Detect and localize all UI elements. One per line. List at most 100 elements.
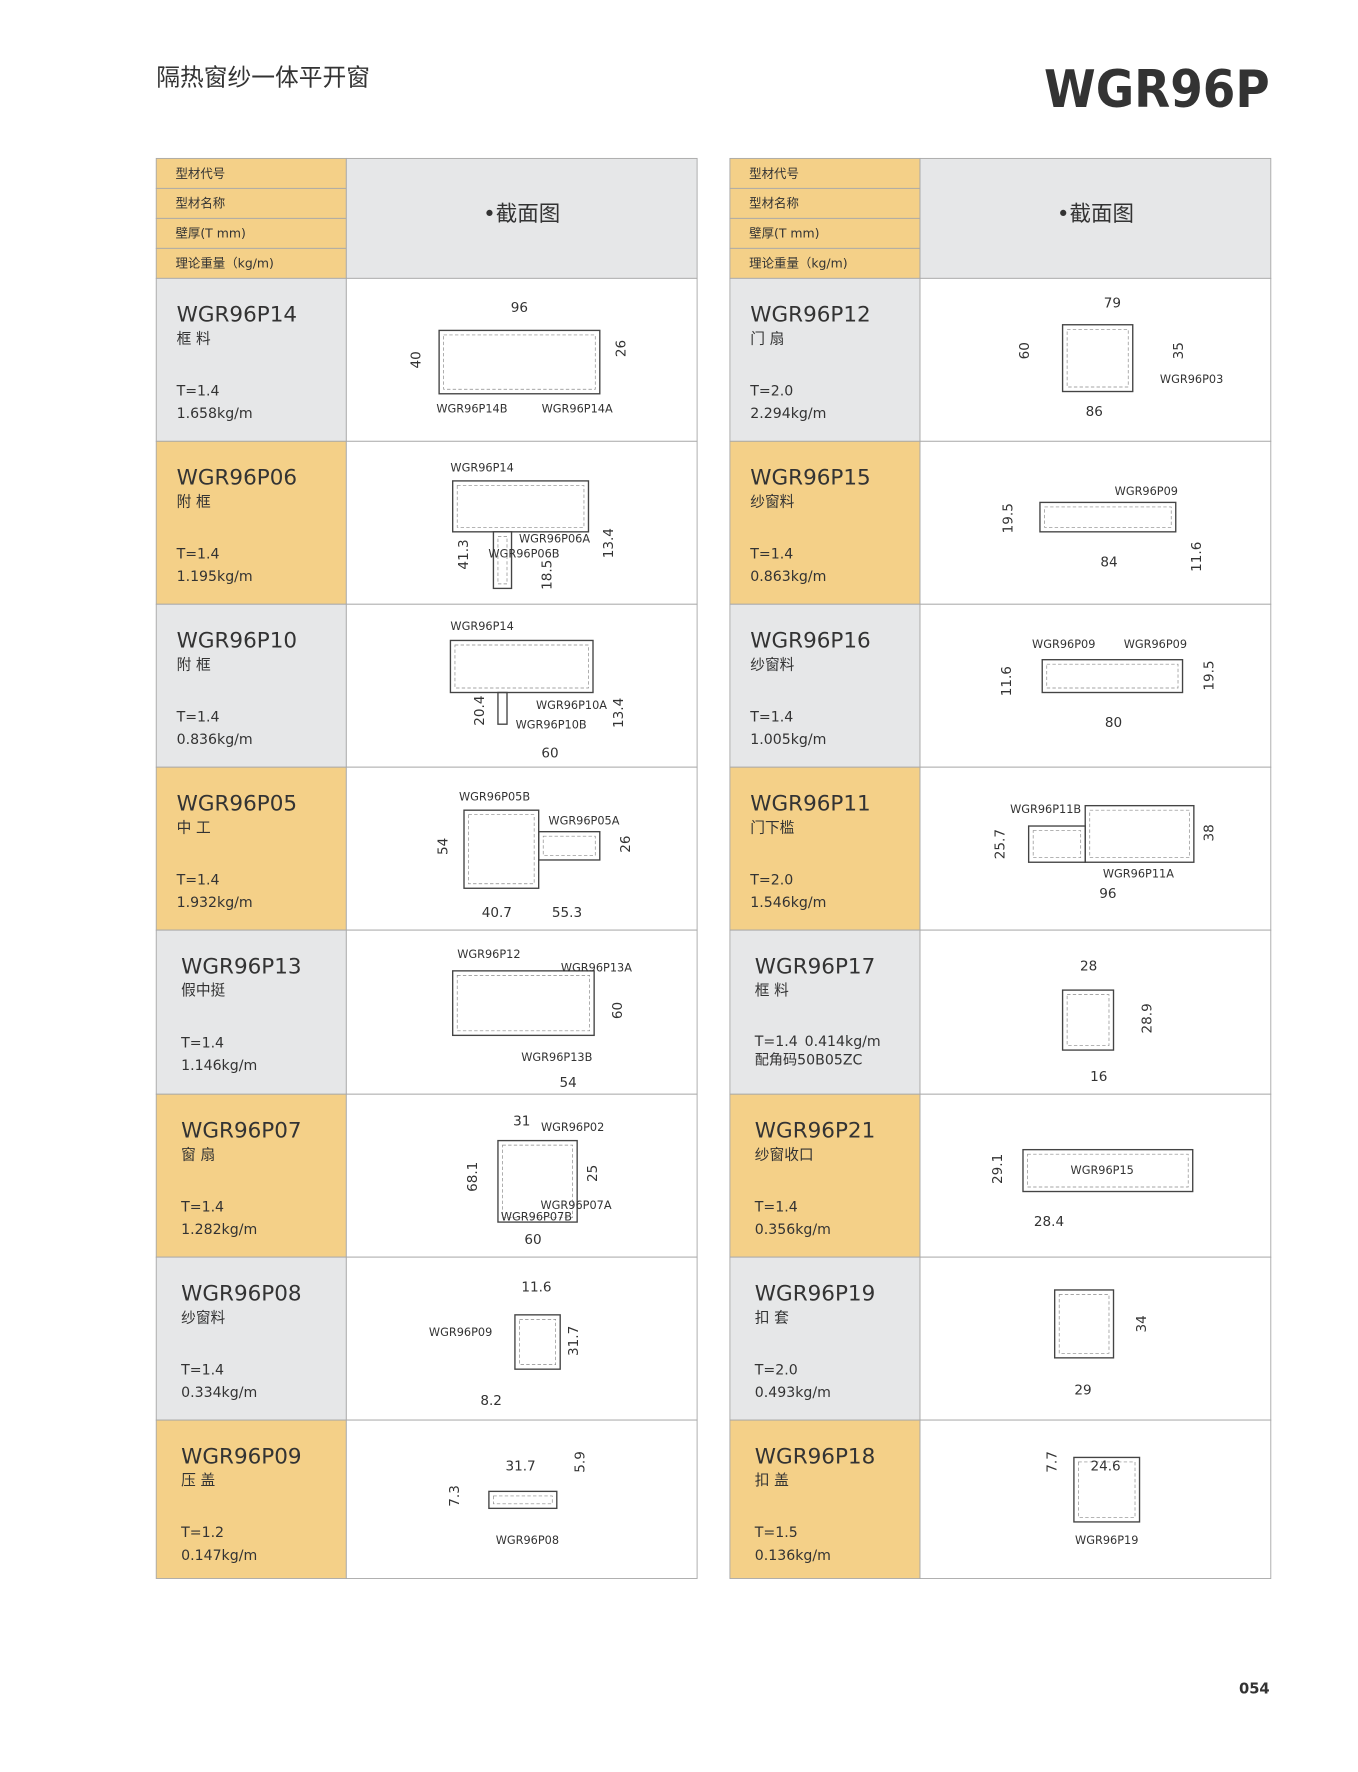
part-code: WGR96P09: [429, 1326, 492, 1339]
dimension: 38: [1202, 824, 1218, 841]
weight: 0.414kg/m: [805, 1034, 881, 1050]
thickness: T=1.4: [180, 1035, 224, 1051]
profile-name: 框 料: [177, 330, 211, 347]
dimension: 29: [1074, 1383, 1091, 1399]
profile-inner: [1046, 663, 1179, 689]
header-label: 型材名称: [175, 196, 225, 211]
thickness: T=1.2: [180, 1525, 224, 1541]
profile-code: WGR96P16: [750, 629, 870, 654]
dimension: 55.3: [552, 905, 582, 921]
dimension: 11.6: [1189, 542, 1205, 572]
dimension: 28: [1080, 958, 1097, 974]
dimension: 11.6: [999, 666, 1015, 696]
weight: 1.546kg/m: [750, 895, 826, 911]
profile-section: [1061, 989, 1115, 1051]
dimension: 16: [1090, 1069, 1107, 1085]
dimension: 24.6: [1090, 1458, 1120, 1474]
info-cell: [729, 440, 921, 605]
profile-name: 框 料: [755, 982, 789, 999]
dimension: 31.7: [566, 1326, 582, 1356]
weight: 1.282kg/m: [181, 1222, 257, 1238]
info-cell: [729, 603, 921, 768]
profile-section: [1039, 501, 1177, 533]
profile-section: [452, 970, 595, 1037]
profile-name: 假中挺: [181, 982, 225, 999]
profile-section: [449, 639, 594, 694]
header-label: 型材代号: [749, 166, 799, 181]
profile-section: [488, 1490, 558, 1510]
drawing-cell: [345, 440, 698, 605]
part-code: WGR96P09: [1032, 638, 1095, 651]
profile-inner: [1066, 328, 1129, 388]
weight: 0.136kg/m: [755, 1548, 831, 1564]
profile-inner: [1027, 1153, 1189, 1188]
thickness: T=2.0: [754, 1362, 798, 1378]
dimension: 60: [524, 1232, 541, 1248]
profile-section: [538, 831, 601, 861]
header-label-cell: [729, 187, 921, 219]
profile-code: WGR96P14: [177, 303, 297, 328]
dimension: 25: [585, 1165, 601, 1182]
dimension: 31: [513, 1113, 530, 1129]
profile-code: WGR96P09: [181, 1444, 301, 1469]
dimension: 54: [559, 1075, 576, 1091]
part-code: WGR96P08: [496, 1534, 559, 1547]
profile-name: 附 框: [177, 493, 211, 510]
dimension: 7.7: [1044, 1451, 1060, 1473]
profile-section: [492, 531, 513, 590]
header-label-cell: [155, 217, 347, 249]
weight: 0.836kg/m: [177, 732, 253, 748]
weight: 1.195kg/m: [177, 569, 253, 585]
header-label: 壁厚(T mm): [175, 226, 245, 241]
profile-name: 中 工: [177, 819, 211, 836]
part-code: WGR96P13B: [521, 1051, 592, 1064]
profile-name: 扣 盖: [755, 1472, 789, 1489]
title: WGR96P: [1044, 60, 1270, 120]
info-cell: [155, 440, 347, 605]
profile-code: WGR96P07: [181, 1119, 301, 1144]
profile-code: WGR96P08: [181, 1281, 301, 1306]
weight: 0.356kg/m: [755, 1222, 831, 1238]
profile-name: 扣 套: [755, 1309, 789, 1326]
dimension: 5.9: [573, 1451, 589, 1473]
profile-section: [1061, 324, 1134, 393]
drawing-cell: [345, 766, 698, 931]
profile-name: 窗 扇: [181, 1145, 215, 1163]
info-cell: [729, 277, 921, 442]
dimension: 80: [1105, 715, 1122, 731]
weight: 2.294kg/m: [750, 406, 826, 422]
profile-section: [1073, 1456, 1141, 1523]
profile-section: [497, 1139, 578, 1223]
profile-name: 附 框: [177, 656, 211, 673]
weight: 0.863kg/m: [750, 569, 826, 585]
drawing-cell: [919, 277, 1272, 442]
profile-name: 门 扇: [750, 330, 784, 347]
thickness: T=1.4: [180, 1199, 224, 1215]
dimension: 96: [1099, 886, 1116, 902]
thickness: T=2.0: [749, 872, 793, 888]
profile-code: WGR96P13: [181, 954, 301, 979]
header-label: 理论重量（kg/m): [749, 256, 847, 271]
dimension: 13.4: [611, 698, 627, 728]
part-code: WGR96P11B: [1010, 803, 1081, 816]
info-cell: [729, 929, 921, 1095]
drawing-cell: [345, 1093, 698, 1258]
profile-name: 纱窗料: [750, 655, 794, 673]
thickness: T=1.4: [176, 384, 220, 400]
part-code: WGR96P14A: [542, 403, 613, 416]
part-code: WGR96P05A: [548, 815, 619, 828]
header-label: 型材名称: [749, 196, 799, 211]
profile-section: [452, 480, 590, 533]
profile-inner: [519, 1319, 557, 1365]
part-code: WGR96P09: [1115, 485, 1178, 498]
profile-section: [1053, 1289, 1115, 1359]
note: 配角码50B05ZC: [755, 1052, 863, 1068]
header-label-cell: [729, 217, 921, 249]
dimension: 34: [1134, 1315, 1150, 1332]
dimension: 40: [408, 351, 424, 368]
profile-code: WGR96P19: [755, 1281, 875, 1306]
thickness: T=1.5: [754, 1525, 798, 1541]
drawing-cell: [919, 929, 1272, 1095]
thickness: T=1.4: [176, 546, 220, 562]
dimension: 60: [610, 1002, 626, 1019]
